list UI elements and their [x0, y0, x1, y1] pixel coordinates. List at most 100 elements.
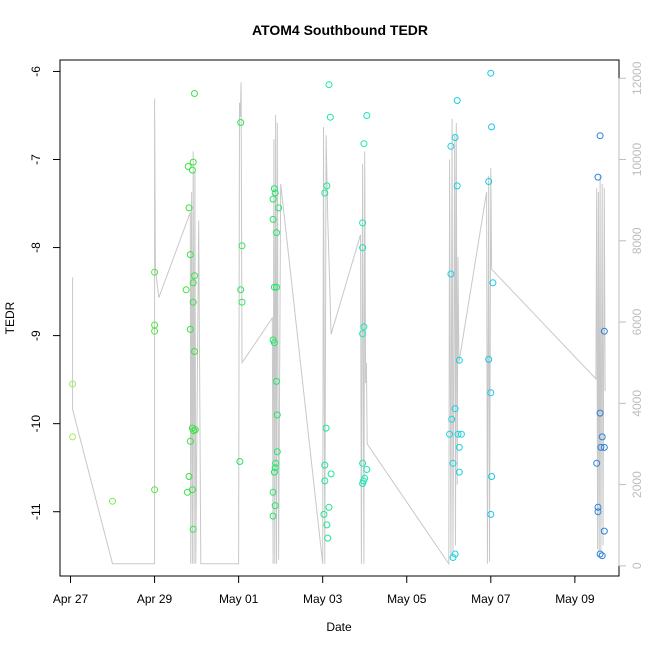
data-point — [600, 443, 608, 451]
data-point — [186, 251, 194, 259]
data-point — [600, 527, 608, 535]
data-point — [189, 525, 197, 533]
data-point — [455, 356, 463, 364]
data-point — [185, 473, 193, 480]
tedr-line — [72, 82, 606, 566]
data-point — [323, 182, 331, 190]
data-point — [186, 325, 194, 333]
data-point — [191, 272, 198, 280]
data-point — [271, 502, 279, 510]
y-tick-label: -7 — [29, 154, 43, 165]
y2-tick-label: 10000 — [630, 143, 644, 177]
y-tick-label: -9 — [29, 330, 43, 341]
data-point — [593, 459, 601, 467]
x-tick-label: May 03 — [303, 592, 343, 606]
plot-frame — [59, 59, 620, 577]
data-point — [453, 97, 461, 104]
data-point — [451, 134, 459, 141]
y2-tick-label: 0 — [630, 562, 644, 569]
tedr-line-series — [72, 82, 606, 566]
y2-tick-label: 4000 — [630, 390, 644, 417]
data-point — [487, 510, 495, 518]
y-axis-label: TEDR — [3, 301, 17, 334]
data-point — [109, 497, 116, 505]
data-point — [273, 377, 280, 385]
data-point — [448, 415, 456, 423]
y-tick-label: -10 — [29, 415, 43, 433]
data-point — [325, 503, 333, 511]
data-point — [238, 298, 246, 306]
data-point — [271, 189, 279, 197]
chart-title: ATOM4 Southbound TEDR — [252, 22, 428, 38]
data-point — [594, 173, 602, 181]
data-point — [269, 215, 277, 223]
data-point — [449, 554, 457, 561]
data-point — [69, 380, 77, 388]
data-point — [237, 119, 245, 126]
data-point — [191, 90, 198, 97]
data-point — [446, 430, 454, 438]
data-point — [321, 477, 329, 485]
data-point — [151, 486, 159, 494]
data-point — [151, 327, 159, 335]
data-point — [485, 355, 493, 363]
data-point — [359, 480, 367, 487]
data-point — [69, 433, 77, 441]
data-point — [269, 195, 277, 203]
data-point — [455, 468, 463, 476]
tedr-points — [69, 69, 608, 561]
y-tick-label: -8 — [29, 242, 43, 253]
data-point — [189, 298, 197, 306]
data-point — [186, 437, 194, 445]
y-axis-left: -6 -7 -8 -9 -10 -11 — [29, 66, 61, 520]
data-point — [598, 552, 606, 560]
data-point — [360, 140, 368, 148]
data-point — [272, 459, 280, 467]
data-point — [596, 132, 604, 140]
data-point — [188, 166, 196, 174]
data-point — [326, 113, 334, 121]
data-point — [189, 279, 197, 287]
data-point — [191, 348, 198, 355]
x-tick-label: May 09 — [555, 592, 595, 606]
data-point — [363, 112, 371, 119]
data-point — [359, 219, 367, 227]
y-axis-right: 0 2000 4000 6000 8000 10000 12000 — [618, 61, 644, 569]
data-point — [269, 512, 277, 520]
data-point — [273, 229, 280, 237]
x-tick-label: Apr 27 — [53, 592, 89, 606]
data-point — [449, 459, 457, 467]
data-point — [273, 283, 280, 291]
x-tick-label: Apr 29 — [137, 592, 173, 606]
data-point — [597, 443, 605, 451]
y2-tick-label: 12000 — [630, 61, 644, 95]
data-point — [598, 433, 606, 441]
data-point — [182, 286, 190, 294]
data-point — [447, 270, 455, 278]
data-point — [271, 464, 279, 472]
data-point — [447, 142, 455, 150]
data-point — [451, 405, 459, 413]
data-point — [487, 389, 495, 397]
data-point — [237, 286, 245, 294]
data-point — [191, 426, 199, 434]
data-point — [188, 486, 196, 494]
x-axis-label: Date — [326, 620, 352, 634]
data-point — [489, 279, 497, 287]
data-point — [359, 244, 367, 252]
data-point — [270, 283, 278, 291]
data-point — [596, 409, 604, 417]
data-point — [238, 242, 246, 250]
data-point — [320, 510, 328, 518]
y2-tick-label: 8000 — [630, 227, 644, 254]
data-point — [321, 461, 329, 469]
y2-tick-label: 6000 — [630, 308, 644, 335]
data-point — [488, 473, 496, 480]
data-point — [269, 488, 277, 496]
data-point — [236, 458, 244, 465]
x-tick-label: May 01 — [219, 592, 259, 606]
data-point — [189, 158, 197, 166]
data-point — [321, 189, 329, 197]
data-point — [275, 204, 283, 212]
